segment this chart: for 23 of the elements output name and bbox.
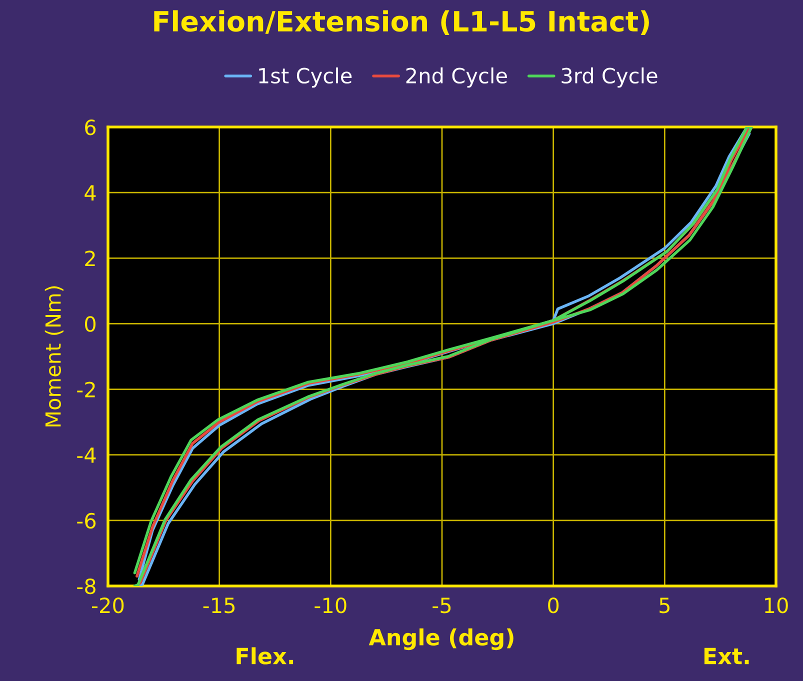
- x-tick-label: -10: [314, 597, 346, 614]
- chart-title: Flexion/Extension (L1-L5 Intact): [154, 10, 649, 35]
- x-tick-label: 10: [765, 597, 788, 614]
- x-tick-label: 0: [548, 597, 559, 614]
- y-tick-label: -8: [77, 578, 96, 594]
- y-tick-label: -4: [77, 448, 96, 463]
- legend-label: 2nd Cycle: [406, 67, 507, 88]
- x-tick-label: -15: [203, 598, 235, 614]
- y-tick-label: 0: [85, 316, 96, 332]
- text: Flex.: [236, 647, 294, 664]
- legend-label: 1st Cycle: [259, 67, 352, 88]
- legend-label: 3rd Cycle: [562, 67, 658, 88]
- y-tick-label: 2: [85, 250, 95, 266]
- y-tick-label: -2: [77, 382, 95, 398]
- x-tick-label: 5: [660, 598, 670, 614]
- y-tick-label: 4: [84, 185, 96, 200]
- x-tick-label: -20: [92, 597, 124, 614]
- x-tick-label: -5: [432, 598, 451, 614]
- y-axis-title: Moment (Nm): [44, 286, 64, 426]
- y-tick-label: -6: [77, 512, 96, 529]
- x-axis-title: Angle (deg): [368, 628, 514, 650]
- text: Ext.: [704, 648, 749, 664]
- y-tick-label: 6: [85, 119, 96, 136]
